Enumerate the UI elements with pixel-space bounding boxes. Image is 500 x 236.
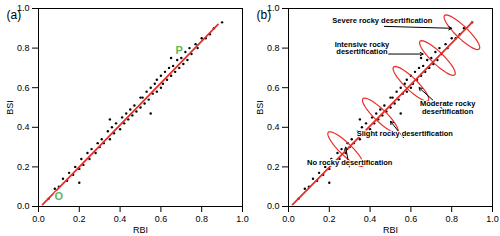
svg-text:(a): (a) [7,8,22,22]
svg-text:0.2: 0.2 [267,162,280,172]
svg-text:RBI: RBI [133,225,148,235]
svg-text:0.0: 0.0 [282,214,295,224]
svg-text:Moderate rockydesertification: Moderate rockydesertification [420,99,476,116]
svg-text:0.4: 0.4 [17,122,30,132]
svg-text:0.2: 0.2 [73,214,86,224]
svg-text:P: P [176,44,183,56]
svg-text:1.0: 1.0 [267,3,280,14]
svg-text:0.4: 0.4 [114,214,127,224]
svg-text:1.0: 1.0 [17,3,30,14]
svg-text:0.8: 0.8 [195,214,208,224]
svg-text:BSI: BSI [5,100,15,115]
svg-text:0.6: 0.6 [155,214,168,224]
svg-text:0.2: 0.2 [323,214,336,224]
svg-text:0.2: 0.2 [17,162,30,172]
svg-text:0.6: 0.6 [405,214,418,224]
svg-text:0.0: 0.0 [267,201,280,211]
svg-text:RBI: RBI [383,225,398,235]
svg-text:1.0: 1.0 [486,214,499,224]
svg-text:0.6: 0.6 [267,83,280,93]
svg-text:Severe rocky desertification: Severe rocky desertification [332,16,432,25]
svg-text:Intensive rockydesertification: Intensive rockydesertification [335,40,390,57]
svg-text:0.0: 0.0 [32,214,45,224]
svg-text:(b): (b) [257,8,272,22]
svg-text:0.4: 0.4 [267,122,280,132]
svg-text:0.4: 0.4 [364,214,377,224]
svg-text:O: O [55,190,64,202]
svg-text:0.6: 0.6 [17,83,30,93]
svg-text:BSI: BSI [255,100,265,115]
svg-text:Slight rocky desertification: Slight rocky desertification [357,129,454,138]
svg-text:No rocky desertification: No rocky desertification [307,158,393,167]
svg-text:0.8: 0.8 [267,43,280,53]
svg-text:0.8: 0.8 [445,214,458,224]
svg-text:0.0: 0.0 [17,201,30,211]
svg-text:1.0: 1.0 [236,214,249,224]
svg-text:0.8: 0.8 [17,43,30,53]
